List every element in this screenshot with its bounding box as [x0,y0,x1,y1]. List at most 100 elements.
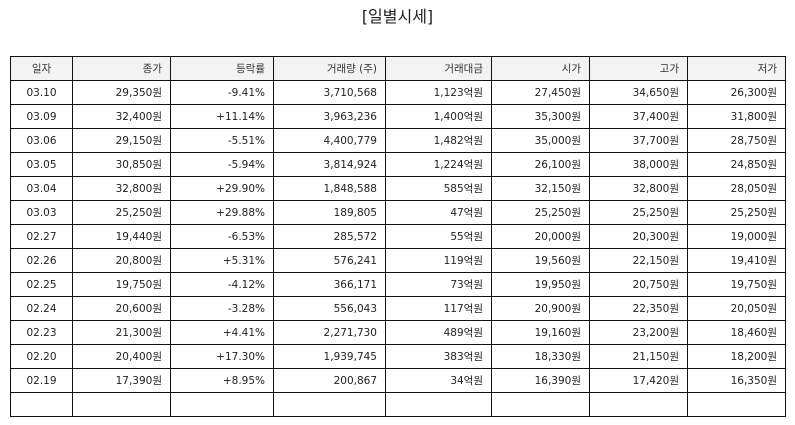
cell-high: 32,800원 [589,176,688,201]
cell-amount: 34억원 [385,368,492,393]
cell-low: 28,750원 [687,128,786,153]
table-row: 02.24 20,600원 -3.28% 556,043 117억원 20,900원 22,… [10,296,786,321]
cell-close: 20,800원 [72,248,171,273]
cell-date: 03.10 [10,80,73,105]
cell-low: 20,050원 [687,296,786,321]
cell-high: 37,700원 [589,128,688,153]
cell-volume: 200,867 [273,368,386,393]
cell-high: 25,250원 [589,200,688,225]
cell-change: +8.95% [170,368,274,393]
cell-amount: 73억원 [385,272,492,297]
cell-close: 19,440원 [72,224,171,249]
cell-volume: 189,805 [273,200,386,225]
cell-open: 20,900원 [491,296,590,321]
cell-change: +29.88% [170,200,274,225]
cell-volume: 3,814,924 [273,152,386,177]
cell-volume: 285,572 [273,224,386,249]
cell-change: -3.28% [170,296,274,321]
cell-amount: 585억원 [385,176,492,201]
cell-high: 20,750원 [589,272,688,297]
header-volume: 거래량 (주) [273,56,386,81]
cell-open [491,392,590,417]
cell-close: 29,150원 [72,128,171,153]
cell-open: 26,100원 [491,152,590,177]
header-open: 시가 [491,56,590,81]
cell-open: 35,000원 [491,128,590,153]
cell-date: 03.03 [10,200,73,225]
table-row: 02.19 17,390원 +8.95% 200,867 34억원 16,390원 17,4… [10,368,786,393]
cell-open: 27,450원 [491,80,590,105]
cell-low: 16,350원 [687,368,786,393]
cell-volume: 556,043 [273,296,386,321]
cell-low: 26,300원 [687,80,786,105]
cell-change [170,392,274,417]
table-row: 02.23 21,300원 +4.41% 2,271,730 489억원 19,160원 2… [10,320,786,345]
cell-date: 02.24 [10,296,73,321]
cell-volume: 1,939,745 [273,344,386,369]
cell-volume [273,392,386,417]
cell-change: -5.94% [170,152,274,177]
cell-close: 25,250원 [72,200,171,225]
cell-amount: 47억원 [385,200,492,225]
table-row: 03.09 32,400원 +11.14% 3,963,236 1,400억원 35,30… [10,104,786,129]
cell-change: +4.41% [170,320,274,345]
cell-close: 30,850원 [72,152,171,177]
cell-high: 34,650원 [589,80,688,105]
cell-open: 19,560원 [491,248,590,273]
cell-high: 21,150원 [589,344,688,369]
cell-change: -9.41% [170,80,274,105]
cell-low: 19,750원 [687,272,786,297]
cell-amount: 1,400억원 [385,104,492,129]
header-low: 저가 [687,56,786,81]
table-row [10,392,786,417]
cell-date: 02.27 [10,224,73,249]
cell-close [72,392,171,417]
table-row: 02.27 19,440원 -6.53% 285,572 55억원 20,000원 20,3… [10,224,786,249]
cell-low: 28,050원 [687,176,786,201]
cell-close: 19,750원 [72,272,171,297]
cell-date: 03.05 [10,152,73,177]
cell-low: 31,800원 [687,104,786,129]
table-row: 03.10 29,350원 -9.41% 3,710,568 1,123억원 27,450… [10,80,786,105]
cell-volume: 3,963,236 [273,104,386,129]
cell-change: +29.90% [170,176,274,201]
table-row: 03.03 25,250원 +29.88% 189,805 47억원 25,250원 25,… [10,200,786,225]
cell-amount: 119억원 [385,248,492,273]
cell-open: 18,330원 [491,344,590,369]
cell-volume: 4,400,779 [273,128,386,153]
cell-low: 25,250원 [687,200,786,225]
table-row: 03.04 32,800원 +29.90% 1,848,588 585억원 32,150원… [10,176,786,201]
cell-high: 22,350원 [589,296,688,321]
table-body: 03.10 29,350원 -9.41% 3,710,568 1,123억원 27,450… [10,80,786,417]
cell-high: 37,400원 [589,104,688,129]
header-amount: 거래대금 [385,56,492,81]
cell-high: 17,420원 [589,368,688,393]
cell-close: 32,800원 [72,176,171,201]
cell-amount: 383억원 [385,344,492,369]
cell-volume: 1,848,588 [273,176,386,201]
cell-low: 19,410원 [687,248,786,273]
cell-date: 02.20 [10,344,73,369]
table-header-row: 일자 종가 등락률 거래량 (주) 거래대금 시가 고가 저가 [10,56,786,81]
cell-close: 20,600원 [72,296,171,321]
cell-close: 20,400원 [72,344,171,369]
cell-open: 32,150원 [491,176,590,201]
cell-amount: 117억원 [385,296,492,321]
cell-close: 32,400원 [72,104,171,129]
header-high: 고가 [589,56,688,81]
header-date: 일자 [10,56,73,81]
cell-amount: 1,224억원 [385,152,492,177]
cell-high: 38,000원 [589,152,688,177]
cell-date: 02.25 [10,272,73,297]
cell-volume: 2,271,730 [273,320,386,345]
header-change: 등락률 [170,56,274,81]
cell-change: +11.14% [170,104,274,129]
cell-open: 25,250원 [491,200,590,225]
cell-change: +17.30% [170,344,274,369]
table-row: 02.26 20,800원 +5.31% 576,241 119억원 19,560원 22,… [10,248,786,273]
table-row: 02.25 19,750원 -4.12% 366,171 73억원 19,950원 20,7… [10,272,786,297]
table-row: 03.05 30,850원 -5.94% 3,814,924 1,224억원 26,100… [10,152,786,177]
cell-high [589,392,688,417]
cell-amount [385,392,492,417]
cell-date: 02.19 [10,368,73,393]
